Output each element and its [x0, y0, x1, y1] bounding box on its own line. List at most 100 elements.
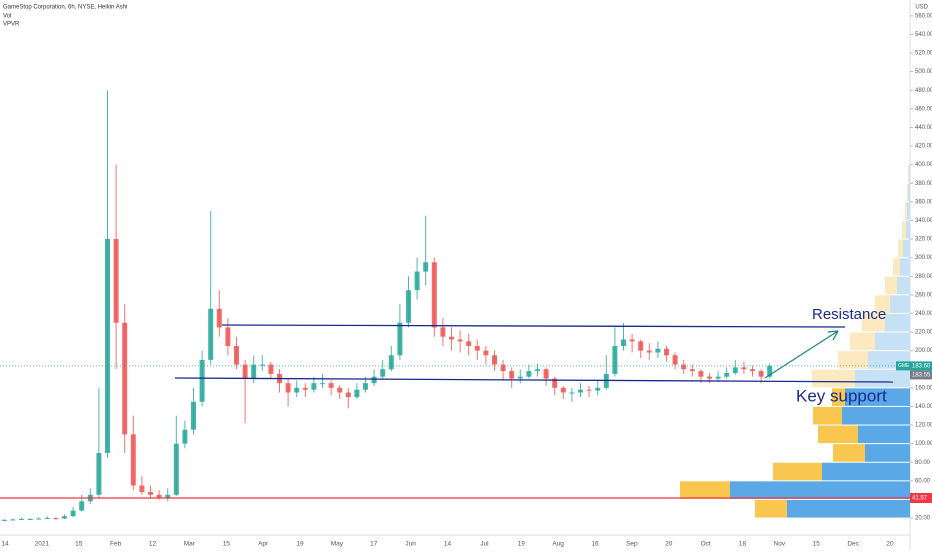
symbol-label: GME: [898, 363, 910, 369]
annotation: Key support: [796, 386, 887, 405]
candle-body: [234, 345, 239, 365]
volume-profile-up: [897, 276, 910, 295]
volume-profile-down: [818, 425, 858, 444]
y-tick-label: 240.00: [915, 311, 932, 317]
candle-body: [526, 371, 532, 377]
volume-profile-down: [680, 481, 730, 499]
y-tick-label: 560.00: [915, 13, 932, 19]
y-tick-label: 100.00: [915, 441, 932, 447]
candle-body: [251, 364, 257, 379]
y-tick-label: 300.00: [915, 255, 932, 261]
volume-profile-up: [730, 481, 910, 499]
x-tick-label: 14: [1, 541, 9, 548]
y-tick-label: 400.00: [915, 162, 932, 168]
candle-body: [268, 364, 274, 374]
volume-profile-up: [875, 332, 910, 351]
resistance-line: [221, 324, 846, 328]
candle-body: [242, 364, 248, 379]
y-tick-label: 480.00: [915, 88, 932, 94]
prev-price-label: 183.55: [912, 373, 931, 379]
candle-body: [148, 492, 153, 495]
x-tick-label: 14: [444, 541, 452, 548]
candle-body: [500, 364, 506, 372]
y-tick-label: 220.00: [915, 330, 932, 336]
y-tick-label: 420.00: [915, 144, 932, 150]
candle-body: [406, 290, 411, 323]
x-tick-label: 15: [75, 541, 83, 548]
x-tick-label: 20: [665, 541, 673, 548]
candle-body: [397, 322, 403, 356]
candle-body: [698, 371, 704, 377]
volume-profile-up: [909, 165, 910, 183]
candle-body: [199, 359, 205, 402]
candle-body: [492, 355, 497, 365]
volume-profile-up: [908, 183, 910, 202]
annotation: Resistance: [812, 306, 886, 323]
volume-profile-up: [842, 406, 910, 425]
x-tick-label: 2021: [35, 541, 50, 548]
alert-label-box: [910, 492, 932, 503]
candle-body: [388, 355, 394, 370]
candle-body: [79, 501, 85, 511]
volume-profile-down: [893, 258, 900, 276]
candle-body: [285, 383, 291, 393]
drawings: Resistance Key support: [174, 306, 894, 405]
x-tick-label: 19: [518, 541, 526, 548]
candle-body: [655, 348, 661, 353]
candle-body: [621, 339, 626, 346]
candle-body: [113, 239, 119, 323]
candle-body: [586, 389, 592, 391]
volume-profile-up: [787, 499, 910, 518]
candle-body: [535, 369, 540, 372]
candle-body: [758, 371, 764, 377]
candle-body: [509, 371, 515, 379]
candle-body: [380, 369, 386, 377]
y-tick-label: 340.00: [915, 218, 932, 224]
candle-body: [130, 434, 136, 486]
candle-body: [96, 452, 102, 495]
x-tick-label: Aug: [552, 541, 564, 548]
x-tick-label: 20: [886, 541, 894, 548]
volume-profile-down: [885, 276, 897, 295]
candle-body: [70, 510, 76, 517]
candle-body: [638, 341, 644, 351]
y-tick-label: 20.00: [915, 516, 931, 522]
volume-profile-down: [833, 444, 865, 462]
y-tick-label: 520.00: [915, 51, 932, 57]
volume-profile-up: [822, 462, 910, 481]
x-tick-label: Jun: [405, 541, 416, 548]
chart-title: GameStop Corporation, 6h, NYSE, Heikin A…: [3, 5, 127, 11]
candle-body: [707, 376, 712, 379]
volume-profile-up: [885, 313, 910, 332]
candle-body: [44, 518, 50, 520]
x-tick-label: Oct: [701, 541, 711, 548]
volume-profile-up: [845, 388, 910, 406]
candle-body: [767, 365, 773, 377]
volume-profile-down: [908, 165, 909, 183]
volume-profile-down: [755, 499, 787, 518]
y-tick-label: 320.00: [915, 237, 932, 243]
x-tick-label: Apr: [258, 541, 269, 548]
alert-label: 41.57: [912, 496, 928, 502]
candle-body: [216, 308, 222, 328]
volume-profile-up: [900, 258, 910, 276]
candle-body: [371, 376, 377, 384]
candle-body: [431, 262, 437, 328]
candle-body: [320, 383, 325, 385]
last-price-label: 183.60: [912, 363, 931, 369]
support-line: [174, 377, 894, 383]
candle-body: [208, 308, 214, 360]
candle-body: [414, 271, 420, 291]
candle-body: [156, 494, 162, 498]
y-tick-label: 280.00: [915, 274, 932, 280]
x-tick-label: 12: [149, 541, 157, 548]
candle-body: [741, 367, 747, 370]
candle-body: [715, 376, 721, 379]
candle-body: [10, 519, 16, 521]
candle-body: [363, 383, 368, 390]
volume-profile-down: [838, 351, 868, 369]
last-price-box: [910, 361, 932, 371]
candle-body: [440, 327, 446, 337]
